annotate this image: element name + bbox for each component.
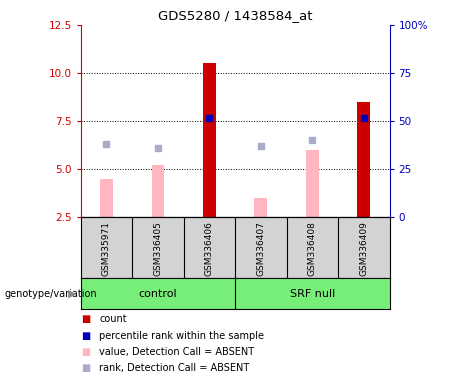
Text: count: count [99, 314, 127, 324]
Text: ■: ■ [81, 331, 90, 341]
Text: GSM336406: GSM336406 [205, 221, 214, 276]
Title: GDS5280 / 1438584_at: GDS5280 / 1438584_at [158, 9, 313, 22]
Text: GSM336405: GSM336405 [154, 221, 162, 276]
Bar [152, 165, 164, 217]
Text: GSM336409: GSM336409 [359, 221, 368, 276]
Text: SRF null: SRF null [290, 289, 335, 299]
Bar [357, 102, 370, 217]
Text: control: control [139, 289, 177, 299]
Text: ▶: ▶ [68, 289, 77, 299]
Bar [100, 179, 113, 217]
Text: GSM336407: GSM336407 [256, 221, 266, 276]
Text: genotype/variation: genotype/variation [5, 289, 97, 299]
Text: GSM335971: GSM335971 [102, 221, 111, 276]
Text: percentile rank within the sample: percentile rank within the sample [99, 331, 264, 341]
Text: value, Detection Call = ABSENT: value, Detection Call = ABSENT [99, 347, 254, 357]
Text: ■: ■ [81, 363, 90, 373]
Bar [254, 198, 267, 217]
Text: rank, Detection Call = ABSENT: rank, Detection Call = ABSENT [99, 363, 249, 373]
Text: GSM336408: GSM336408 [308, 221, 317, 276]
Text: ■: ■ [81, 347, 90, 357]
Bar [306, 150, 319, 217]
Text: ■: ■ [81, 314, 90, 324]
Bar [203, 63, 216, 217]
